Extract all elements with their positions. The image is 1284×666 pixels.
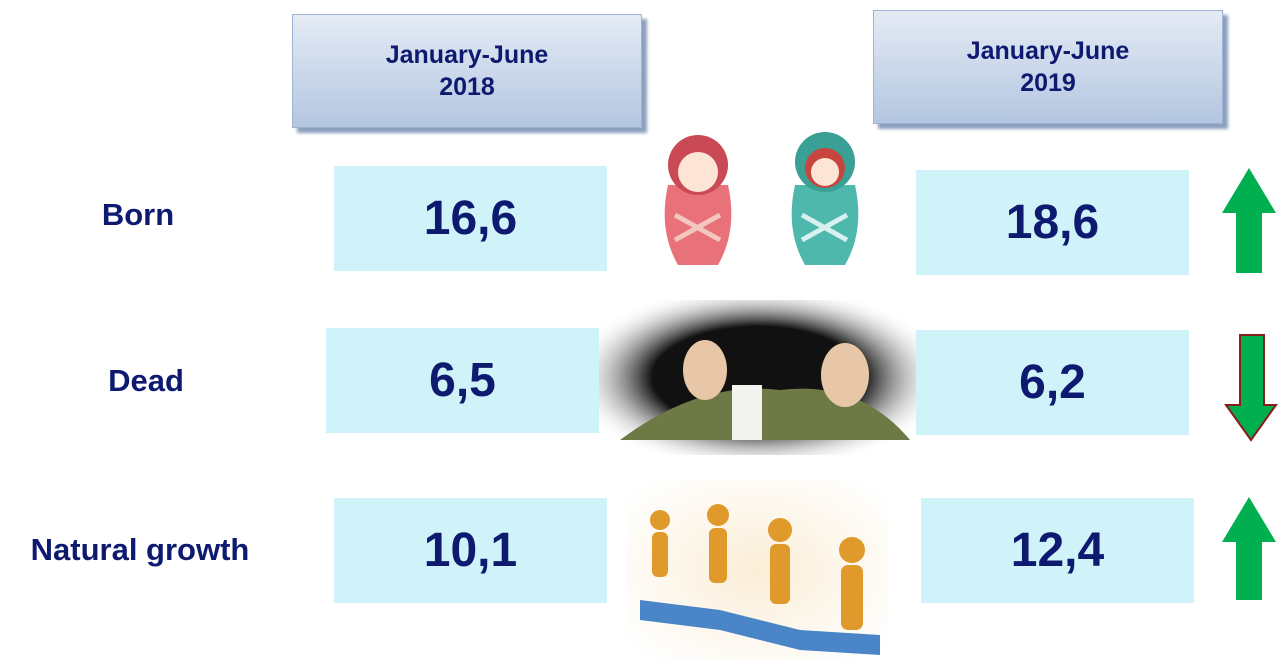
header-text: January-June <box>386 39 549 71</box>
baby-icons <box>665 132 859 265</box>
up-arrow <box>1222 497 1276 600</box>
row-label: Natural growth <box>31 532 250 568</box>
row-label: Born <box>102 197 174 233</box>
down-arrow <box>1226 335 1276 440</box>
up-arrow <box>1222 168 1276 273</box>
value-cell: 6,2 <box>916 330 1189 435</box>
value-cell: 18,6 <box>916 170 1189 275</box>
row-label: Dead <box>108 363 184 399</box>
header-text: 2019 <box>1020 67 1076 99</box>
dead-image <box>598 300 918 455</box>
header-text: January-June <box>967 35 1130 67</box>
value-cell: 16,6 <box>334 166 607 271</box>
period-header: January-June 2019 <box>873 10 1223 124</box>
people-image <box>627 480 888 660</box>
value-cell: 10,1 <box>334 498 607 603</box>
value-cell: 12,4 <box>921 498 1194 603</box>
header-text: 2018 <box>439 71 495 103</box>
slide: {"header": {"period_2018": {"line1": "Ja… <box>0 0 1284 666</box>
value-cell: 6,5 <box>326 328 599 433</box>
period-header: January-June 2018 <box>292 14 642 128</box>
